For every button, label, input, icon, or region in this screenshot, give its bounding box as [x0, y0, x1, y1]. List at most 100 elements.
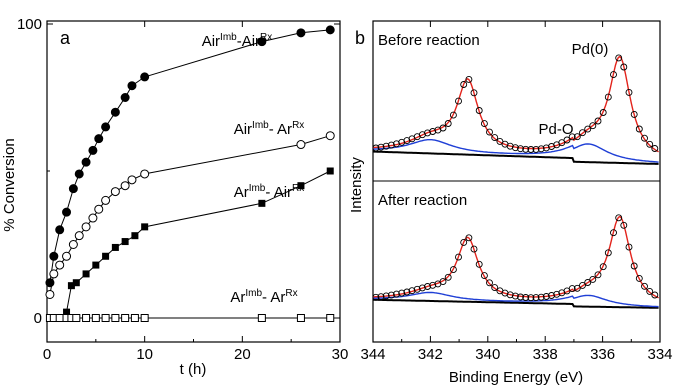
data-point [460, 238, 468, 246]
data-point [455, 97, 462, 105]
series-4 [45, 314, 335, 322]
data-point [49, 269, 59, 279]
data-point [579, 129, 586, 137]
data-point [615, 54, 623, 62]
data-point [553, 290, 561, 298]
data-point [506, 291, 514, 299]
data-point [480, 120, 488, 128]
data-point [491, 284, 499, 292]
data-point [610, 229, 617, 237]
panel-a-y-axis-label: % Conversion [1, 138, 18, 231]
data-point [527, 146, 535, 153]
data-point [120, 93, 130, 102]
data-point [257, 37, 267, 47]
data-point [511, 144, 519, 152]
data-point [82, 270, 90, 278]
data-point [130, 314, 139, 322]
data-point [68, 240, 78, 249]
data-point [403, 288, 411, 296]
data-point [584, 125, 592, 133]
data-point [382, 142, 390, 150]
data-point [110, 107, 120, 117]
series-label: ArImb- ArRx [230, 288, 297, 306]
panel-b-x-axis-label: Binding Energy (eV) [449, 369, 583, 386]
data-point [610, 71, 617, 79]
data-point [382, 292, 390, 300]
series-line [49, 29, 331, 283]
data-point [101, 314, 110, 322]
data-point [72, 314, 81, 322]
panel-b-x-tick-label: 340 [475, 346, 500, 363]
data-point [88, 213, 98, 223]
data-point [326, 314, 335, 322]
data-point [449, 111, 457, 119]
data-point [121, 314, 130, 322]
data-point [120, 181, 130, 191]
panel-b-x-tick-label: 334 [647, 346, 672, 363]
panel-a-x-tick-label: 30 [332, 346, 349, 363]
panel-b-x-tick-label: 344 [360, 346, 385, 363]
data-point [325, 25, 335, 35]
panel-a-y-tick-label: 100 [17, 16, 42, 33]
spectrum-title: After reaction [378, 192, 467, 209]
background-curve [373, 298, 659, 309]
data-point [548, 292, 555, 299]
data-point [486, 128, 493, 136]
data-point [517, 293, 524, 301]
data-point [140, 169, 150, 179]
data-point [91, 314, 100, 322]
background-curve [372, 150, 659, 165]
data-point [460, 81, 468, 88]
data-point [111, 243, 119, 251]
data-point [465, 75, 473, 83]
data-point [110, 187, 120, 197]
data-point [424, 283, 431, 290]
data-point [589, 275, 597, 283]
pdo-component-curve [373, 291, 659, 308]
data-point [568, 133, 576, 141]
data-point [63, 308, 71, 316]
data-point [522, 294, 530, 301]
data-point [625, 243, 633, 251]
data-point [393, 290, 400, 298]
data-point [635, 274, 643, 282]
data-point [506, 142, 514, 150]
data-point [573, 133, 581, 141]
data-point [101, 195, 111, 205]
data-point [81, 157, 91, 167]
data-point [121, 238, 129, 246]
data-point [127, 175, 137, 185]
data-point [615, 214, 623, 222]
data-point [101, 122, 111, 132]
data-point [584, 279, 592, 286]
data-point [92, 261, 100, 269]
panel-a-x-tick-label: 20 [234, 346, 251, 363]
data-point [604, 249, 612, 257]
panel-b-x-tick-label: 342 [418, 346, 443, 363]
panel-a-y-tick-label: 0 [34, 310, 42, 327]
data-point [511, 292, 519, 300]
data-point [140, 314, 149, 322]
data-point [72, 279, 80, 287]
data-point [408, 287, 416, 295]
data-point [94, 134, 104, 144]
data-point [630, 262, 638, 270]
data-point [444, 120, 452, 127]
panel-b-letter: b [355, 28, 365, 48]
data-point [67, 282, 75, 290]
series-line [49, 135, 331, 295]
envelope-fit-curve [372, 55, 659, 153]
series-label: AirImb- ArRx [234, 120, 305, 138]
data-point [377, 293, 385, 301]
data-point [398, 289, 406, 297]
data-point [537, 293, 545, 301]
data-point [641, 282, 648, 290]
peak-label-pdo: Pd-O [538, 121, 573, 138]
data-point [62, 207, 72, 217]
series-label: AirImb-AirRx [202, 32, 273, 50]
data-point [393, 140, 400, 148]
series-2 [45, 131, 335, 299]
panel-a-x-tick-label: 0 [43, 346, 51, 363]
data-point [45, 289, 55, 299]
